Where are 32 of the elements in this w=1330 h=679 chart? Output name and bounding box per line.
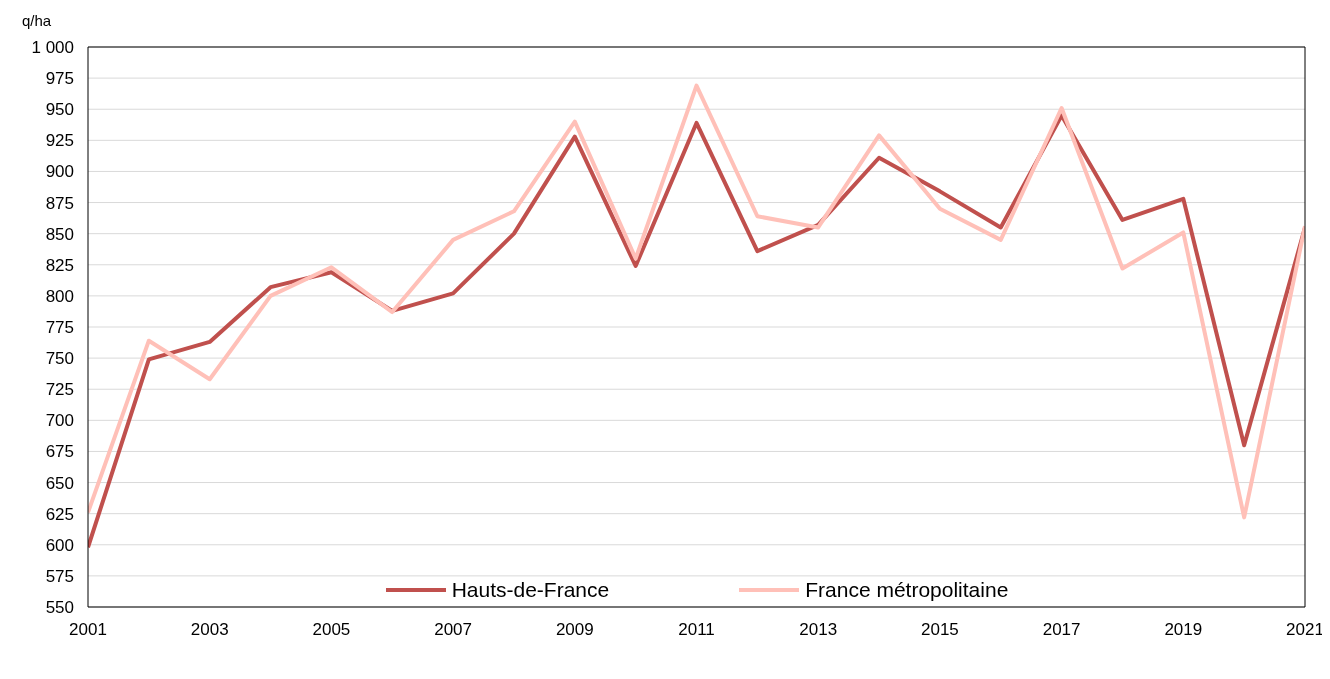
y-tick-label: 600 [45,535,74,555]
y-tick-label: 725 [45,380,74,400]
y-tick-label: 650 [45,473,74,493]
legend-label: Hauts-de-France [450,578,610,602]
y-tick-label: 875 [45,193,74,213]
x-tick-label: 2003 [190,620,229,640]
x-tick-label: 2009 [555,620,594,640]
y-tick-label: 825 [45,255,74,275]
x-tick-label: 2019 [1164,620,1203,640]
y-tick-label: 900 [45,162,74,182]
x-tick-label: 2017 [1042,620,1081,640]
y-tick-label: 550 [45,598,74,618]
y-tick-label: 925 [45,131,74,151]
y-tick-label: 575 [45,566,74,586]
y-tick-label: 750 [45,349,74,369]
y-axis-title: q/ha [22,12,52,29]
x-tick-label: 2005 [312,620,351,640]
y-tick-label: 800 [45,286,74,306]
x-tick-label: 2011 [678,620,715,640]
y-tick-label: 625 [45,504,74,524]
x-tick-label: 2001 [69,620,107,640]
y-tick-label: 1 000 [31,38,74,58]
y-tick-label: 700 [45,411,74,431]
y-tick-label: 775 [45,318,74,338]
x-tick-label: 2015 [920,620,959,640]
x-tick-label: 2013 [799,620,838,640]
y-tick-label: 675 [45,442,74,462]
y-tick-label: 850 [45,224,74,244]
legend-label: France métropolitaine [804,578,1009,602]
y-tick-label: 975 [45,69,74,89]
x-tick-label: 2007 [434,620,473,640]
y-tick-label: 950 [45,100,74,120]
